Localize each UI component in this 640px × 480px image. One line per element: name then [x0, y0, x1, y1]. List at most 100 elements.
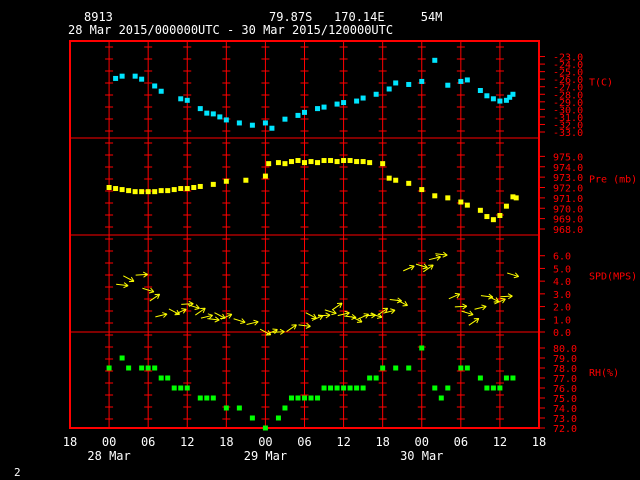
panel-label: RH(%) [589, 368, 619, 379]
data-point [432, 57, 438, 63]
wind-arrow [337, 310, 350, 317]
data-point [490, 96, 496, 102]
data-point [262, 120, 268, 126]
data-point [458, 199, 464, 205]
data-point [126, 188, 132, 194]
data-point [380, 365, 386, 371]
y-tick-label: 973.0 [553, 173, 583, 184]
x-tick-label: 00 [415, 435, 429, 449]
data-point [490, 217, 496, 223]
data-point [458, 78, 464, 84]
y-tick-label: 974.0 [553, 163, 583, 174]
data-point [334, 385, 340, 391]
data-point [178, 186, 184, 192]
wind-arrow [168, 308, 180, 316]
wind-arrow [123, 275, 135, 283]
wind-arrow [351, 316, 363, 323]
station-id: 8913 [84, 10, 113, 24]
data-point [354, 98, 360, 104]
date-label: 28 Mar [87, 449, 130, 463]
data-point [178, 385, 184, 391]
data-point [354, 385, 360, 391]
x-tick-label: 18 [219, 435, 233, 449]
data-point [477, 88, 483, 93]
y-tick-label: 0.0 [553, 328, 571, 339]
data-point [510, 375, 516, 381]
data-point [158, 88, 164, 94]
data-point [321, 158, 327, 164]
data-point [165, 188, 171, 194]
data-point [328, 158, 334, 164]
y-tick-label: 970.0 [553, 204, 583, 215]
data-point [386, 175, 392, 181]
y-tick-label: 975.0 [553, 152, 583, 163]
data-point [406, 365, 412, 371]
wind-arrow [428, 254, 441, 261]
data-point [139, 76, 145, 82]
data-point [217, 114, 223, 120]
data-point [458, 365, 464, 371]
data-point [341, 385, 347, 391]
data-point [315, 106, 321, 112]
wind-arrow [298, 322, 311, 329]
data-point [373, 91, 379, 97]
wind-arrow [331, 302, 343, 311]
data-point [223, 178, 229, 184]
data-point [510, 91, 516, 97]
y-tick-label: -33.0 [553, 128, 583, 139]
data-point [184, 97, 190, 103]
y-tick-label: 5.0 [553, 264, 571, 275]
y-tick-label: 4.0 [553, 277, 571, 288]
x-tick-label: 06 [454, 435, 468, 449]
y-tick-label: 79.0 [553, 354, 577, 365]
wind-arrow [246, 319, 259, 326]
data-point [302, 109, 307, 115]
data-point [288, 395, 294, 401]
wind-arrow [468, 317, 480, 326]
y-tick-label: 77.0 [553, 374, 577, 385]
date-label: 30 Mar [400, 449, 443, 463]
data-point [152, 365, 158, 371]
data-point [210, 395, 216, 401]
data-point [445, 82, 451, 88]
panel-label: Pre (mb) [589, 175, 637, 186]
data-point [152, 189, 158, 195]
data-point [139, 189, 145, 195]
wind-arrow [494, 297, 506, 305]
y-tick-label: -27.0 [553, 83, 583, 94]
data-point [132, 73, 138, 79]
wind-arrow [286, 324, 297, 332]
data-point [223, 117, 229, 123]
y-tick-label: 78.0 [553, 364, 577, 375]
data-point [249, 122, 255, 128]
data-point [145, 189, 151, 195]
data-point [419, 187, 425, 193]
y-tick-label: 2.0 [553, 303, 571, 314]
data-point [328, 385, 334, 391]
data-point [321, 385, 327, 391]
wind-arrow [155, 312, 168, 318]
data-point [139, 365, 145, 371]
data-point [380, 161, 386, 167]
data-point [113, 186, 119, 192]
chart-frame [69, 40, 540, 429]
wind-arrow [474, 304, 487, 311]
y-tick-label: -31.0 [553, 113, 583, 124]
y-tick-label: 3.0 [553, 290, 571, 301]
data-point [341, 158, 347, 164]
data-point [236, 405, 242, 411]
data-point [302, 160, 307, 166]
data-point [295, 112, 301, 118]
wind-arrow [149, 293, 161, 302]
wind-arrow [415, 263, 428, 270]
wind-arrow [423, 264, 434, 273]
x-tick-label: 00 [258, 435, 272, 449]
wind-arrow [324, 309, 337, 316]
data-point [282, 405, 288, 411]
data-point [106, 365, 112, 371]
data-point [204, 395, 210, 401]
data-point [132, 189, 138, 195]
panel-label: T(C) [589, 78, 613, 89]
y-tick-label: -23.0 [553, 53, 583, 64]
data-point [184, 385, 190, 391]
